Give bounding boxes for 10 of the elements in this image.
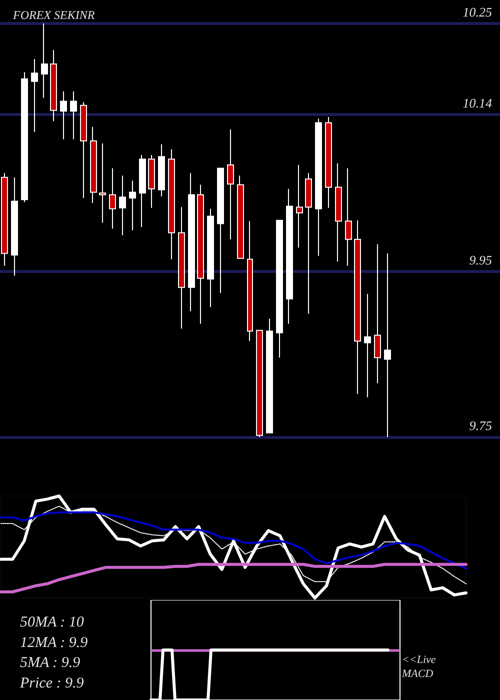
text: Price : 9.9 xyxy=(19,675,84,692)
text: 12MA : 9.9 xyxy=(20,634,88,651)
chart-title: FOREX SEKINR xyxy=(12,8,96,22)
text: 5MA : 9.9 xyxy=(20,655,81,672)
text: 50MA : 10 xyxy=(20,614,84,630)
y-tick-label: 9.95 xyxy=(469,252,492,268)
y-tick-label: 10.25 xyxy=(462,4,492,20)
y-tick-label: 10.14 xyxy=(462,95,492,110)
text: <<Live MACD xyxy=(401,654,439,680)
y-tick-label: 9.75 xyxy=(469,418,492,433)
